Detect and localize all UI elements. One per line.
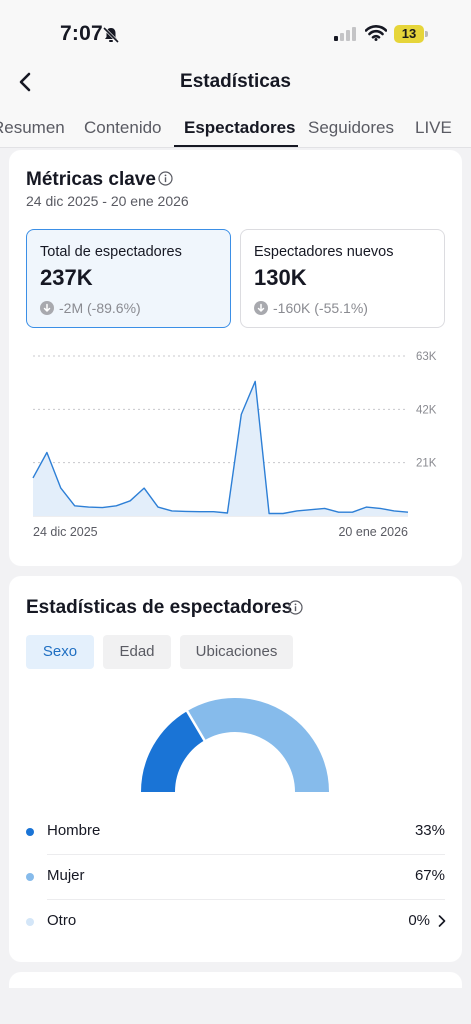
- info-icon[interactable]: [288, 600, 303, 615]
- divider: [47, 854, 445, 855]
- filter-edad[interactable]: Edad: [103, 635, 171, 669]
- divider: [47, 899, 445, 900]
- viewer-stats-card: Estadísticas de espectadores Sexo Edad U…: [9, 576, 462, 962]
- tab-live[interactable]: LIVE: [415, 118, 452, 137]
- signal-icon: [334, 27, 356, 41]
- viewer-stats-title: Estadísticas de espectadores: [26, 597, 293, 618]
- wifi-icon: [365, 25, 387, 41]
- metric-change: -160K (-55.1%): [273, 300, 368, 316]
- tab-bar: Resumen Contenido Espectadores Seguidore…: [0, 102, 471, 148]
- back-arrow-icon[interactable]: [14, 70, 38, 94]
- tab-espectadores[interactable]: Espectadores: [184, 118, 296, 137]
- x-tick-label: 20 ene 2026: [338, 525, 408, 539]
- header: Estadísticas: [0, 62, 471, 102]
- y-tick-label: 63K: [416, 351, 437, 363]
- y-tick-label: 42K: [416, 404, 437, 416]
- next-card: [9, 972, 462, 988]
- legend-dot: [26, 873, 34, 881]
- donut-separator: [185, 709, 207, 742]
- chevron-right-icon[interactable]: [438, 915, 446, 927]
- x-tick-label: 24 dic 2025: [33, 525, 98, 539]
- series-line: [32, 380, 409, 515]
- metric-change: -2M (-89.6%): [59, 300, 141, 316]
- status-time: 7:07: [60, 22, 103, 45]
- legend-label: Otro: [47, 912, 77, 929]
- date-range: 24 dic 2025 - 20 ene 2026: [26, 193, 189, 209]
- metric-label: Espectadores nuevos: [254, 244, 394, 260]
- arrow-down-circle-icon: [40, 301, 54, 315]
- legend-label: Hombre: [47, 822, 101, 839]
- tab-seguidores[interactable]: Seguidores: [308, 118, 395, 137]
- tab-resumen[interactable]: Resumen: [0, 118, 65, 137]
- metric-total-viewers[interactable]: Total de espectadores 237K -2M (-89.6%): [26, 229, 231, 328]
- battery-level: 13: [401, 26, 417, 41]
- status-bar: 7:07 13: [0, 0, 471, 62]
- metric-value: 130K: [254, 265, 307, 290]
- donut-slice-hombre: [141, 711, 206, 793]
- series-area: [33, 381, 408, 516]
- key-metrics-card: Métricas clave 24 dic 2025 - 20 ene 2026…: [9, 150, 462, 566]
- y-tick-label: 21K: [416, 458, 437, 470]
- gender-donut-chart[interactable]: [137, 694, 333, 794]
- tab-active-indicator: [174, 145, 298, 147]
- viewers-chart[interactable]: 21K 42K 63K 24 dic 2025 20 ene 2026: [21, 340, 451, 546]
- legend-row-otro[interactable]: Otro 0%: [9, 899, 462, 943]
- metric-label: Total de espectadores: [40, 244, 182, 260]
- legend-row-mujer: Mujer 67%: [9, 854, 462, 898]
- legend-value: 33%: [414, 822, 445, 839]
- arrow-down-circle-icon: [254, 301, 268, 315]
- legend-value: 0%: [408, 912, 430, 929]
- key-metrics-title: Métricas clave: [26, 169, 156, 190]
- battery-indicator: 13: [394, 25, 428, 43]
- legend-dot: [26, 918, 34, 926]
- metric-new-viewers[interactable]: Espectadores nuevos 130K -160K (-55.1%): [240, 229, 445, 328]
- legend-row-hombre: Hombre 33%: [9, 809, 462, 853]
- legend-label: Mujer: [47, 867, 85, 884]
- legend-dot: [26, 828, 34, 836]
- donut-slice-mujer: [187, 698, 329, 793]
- info-icon[interactable]: [158, 171, 173, 186]
- tab-contenido[interactable]: Contenido: [84, 118, 162, 137]
- page-title: Estadísticas: [180, 71, 291, 92]
- bell-muted-icon: [102, 26, 120, 44]
- legend-value: 67%: [414, 867, 445, 884]
- metric-value: 237K: [40, 265, 93, 290]
- filter-ubicaciones[interactable]: Ubicaciones: [180, 635, 293, 669]
- filter-sexo[interactable]: Sexo: [26, 635, 94, 669]
